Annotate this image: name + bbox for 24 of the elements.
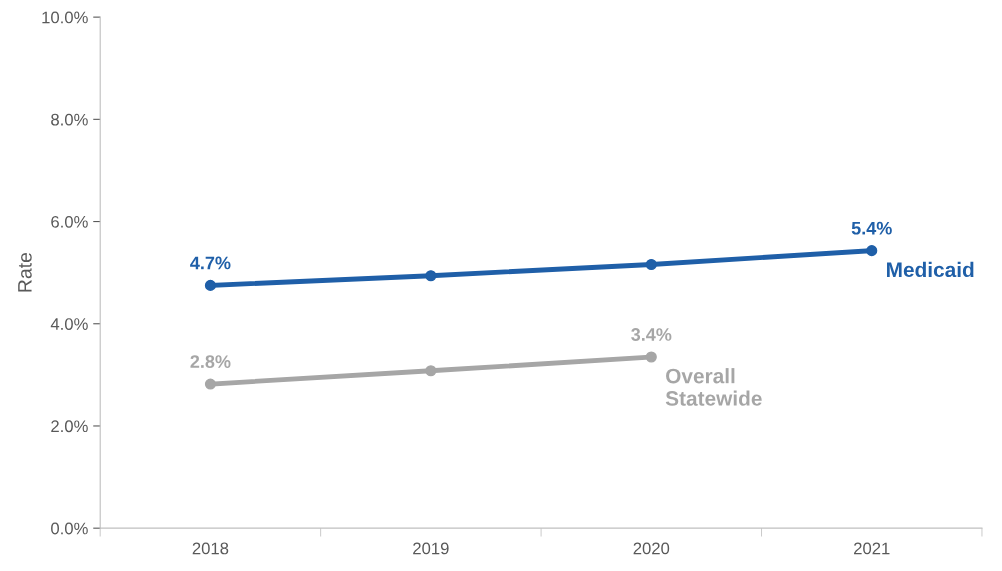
point (645, 258, 657, 271)
point (204, 378, 216, 390)
y-axis-title: Rate (18, 252, 32, 292)
data-label: 5.4% (851, 221, 892, 235)
y-tick-label: 4.0% (50, 318, 88, 330)
series-label: Medicaid (887, 261, 974, 278)
data-label: 2.8% (190, 355, 231, 368)
series-label: Overall Statewide (665, 368, 762, 406)
data-label: 3.4% (631, 328, 672, 341)
x-tick-label: 2018 (192, 542, 229, 555)
y-tick-label: 2.0% (51, 420, 88, 433)
x-tick-label: 2021 (854, 542, 890, 555)
y-tick-label: 8.0% (51, 113, 88, 126)
x-tick-label: 2019 (413, 542, 449, 555)
point (425, 365, 437, 377)
y-tick-label: 10.0% (42, 11, 88, 24)
y-tick-label: 0.0% (51, 522, 88, 535)
point (204, 279, 216, 291)
point (425, 270, 437, 282)
x-tick-label: 2020 (633, 542, 670, 555)
point (866, 245, 878, 257)
point (645, 351, 657, 363)
data-label: 4.7% (190, 256, 231, 270)
y-tick-label: 6.0% (51, 215, 88, 228)
